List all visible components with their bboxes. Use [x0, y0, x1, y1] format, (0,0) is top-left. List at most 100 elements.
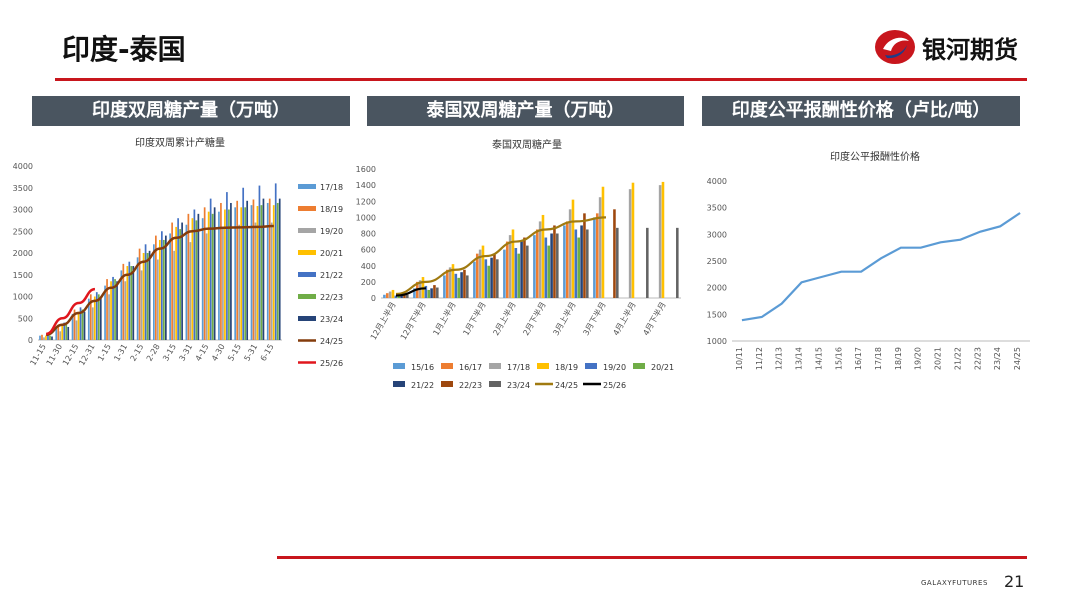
bar — [142, 253, 145, 340]
bar — [95, 292, 98, 340]
y-tick-label: 200 — [361, 278, 376, 287]
x-tick-label: 20/21 — [934, 347, 943, 370]
legend-swatch — [298, 228, 316, 233]
bar — [41, 334, 43, 340]
bar — [110, 281, 112, 340]
bar — [661, 181, 665, 298]
bar — [144, 244, 147, 340]
legend-label: 18/19 — [320, 205, 343, 214]
y-tick-label: 600 — [361, 246, 376, 255]
bar — [132, 266, 135, 340]
bar — [67, 326, 70, 340]
bar — [613, 209, 616, 298]
legend-label: 15/16 — [411, 363, 434, 372]
series-line — [45, 287, 96, 336]
india-frp-chart: 印度公平报酬性价格 1000 1500 2000 2500 3000 3500 4000 10/… — [707, 150, 1030, 370]
legend-swatch — [441, 363, 453, 369]
bar — [77, 311, 80, 340]
y-tick-label: 4000 — [13, 162, 33, 171]
bar — [155, 235, 157, 340]
legend-swatch — [441, 381, 453, 387]
series-line — [741, 212, 1021, 322]
series-line — [45, 224, 274, 337]
bar — [187, 213, 190, 340]
thailand-production-chart: 泰国双周糖产量 0 200 400 600 800 1000 1200 1400 1600 12月上… — [356, 138, 681, 390]
bar — [252, 199, 255, 340]
bar — [541, 214, 545, 298]
bar — [104, 285, 106, 340]
bar — [59, 331, 62, 340]
bar — [403, 293, 406, 298]
bar — [244, 207, 247, 340]
bar — [631, 182, 635, 298]
legend-swatch — [537, 363, 549, 369]
bar — [272, 205, 275, 340]
legend-swatch — [489, 363, 501, 369]
bar — [57, 324, 60, 340]
legend-swatch — [298, 250, 316, 255]
bar — [616, 227, 619, 298]
footer-divider — [277, 556, 1027, 559]
bar — [550, 233, 553, 298]
bar — [236, 200, 239, 340]
x-tick-label: 21/22 — [953, 347, 962, 370]
bar — [463, 269, 466, 298]
bar — [391, 289, 395, 298]
bar — [230, 202, 232, 340]
bar — [148, 250, 151, 340]
legend-label: 22/23 — [320, 293, 343, 302]
x-tick-label: 2-28 — [145, 343, 162, 363]
bar — [490, 257, 493, 298]
bar — [203, 207, 206, 340]
bar — [427, 289, 430, 298]
y-tick-label: 3500 — [707, 204, 727, 213]
page-title: 印度-泰国 — [62, 33, 186, 66]
bar — [598, 197, 602, 298]
bar — [55, 326, 58, 340]
x-tick-label: 11/12 — [755, 347, 764, 370]
galaxy-logo-icon — [875, 30, 915, 64]
bar — [385, 293, 389, 298]
bar — [274, 183, 277, 340]
y-tick-label: 800 — [361, 230, 376, 239]
bar — [556, 233, 559, 298]
x-tick-label: 1月下半月 — [461, 300, 488, 337]
bar — [487, 265, 490, 298]
legend-label: 24/25 — [320, 337, 343, 346]
chart-title: 泰国双周糖产量 — [492, 138, 562, 151]
bar — [93, 296, 96, 340]
bar — [124, 281, 127, 340]
x-tick-label: 3月上半月 — [551, 300, 578, 337]
bar — [162, 239, 165, 340]
legend-label: 23/24 — [507, 381, 530, 390]
bar — [586, 229, 589, 298]
bar — [454, 273, 458, 298]
x-tick-label: 10/11 — [735, 347, 744, 370]
bar — [517, 253, 520, 298]
bar — [658, 185, 662, 298]
bar — [224, 209, 226, 340]
y-tick-label: 0 — [371, 294, 376, 303]
bar — [153, 244, 155, 340]
bar — [189, 242, 192, 340]
bar — [83, 311, 86, 340]
footer-brand: GALAXYFUTURES — [921, 579, 988, 587]
bar — [383, 294, 386, 298]
bar — [205, 233, 208, 340]
bar — [140, 270, 143, 340]
bar — [457, 277, 460, 298]
legend-label: 24/25 — [555, 381, 578, 390]
x-tick-label: 4-30 — [210, 343, 227, 363]
bar — [406, 294, 409, 298]
bar — [266, 202, 269, 340]
bar — [580, 225, 583, 298]
bar — [535, 229, 539, 298]
x-tick-label: 2月上半月 — [491, 300, 518, 337]
logo-text: 银河期货 — [922, 36, 1018, 64]
bar — [122, 263, 125, 340]
bar — [278, 198, 281, 340]
bar — [218, 211, 220, 340]
y-tick-label: 1000 — [13, 293, 33, 302]
y-tick-label: 2000 — [13, 249, 33, 258]
y-tick-label: 1000 — [707, 337, 727, 346]
